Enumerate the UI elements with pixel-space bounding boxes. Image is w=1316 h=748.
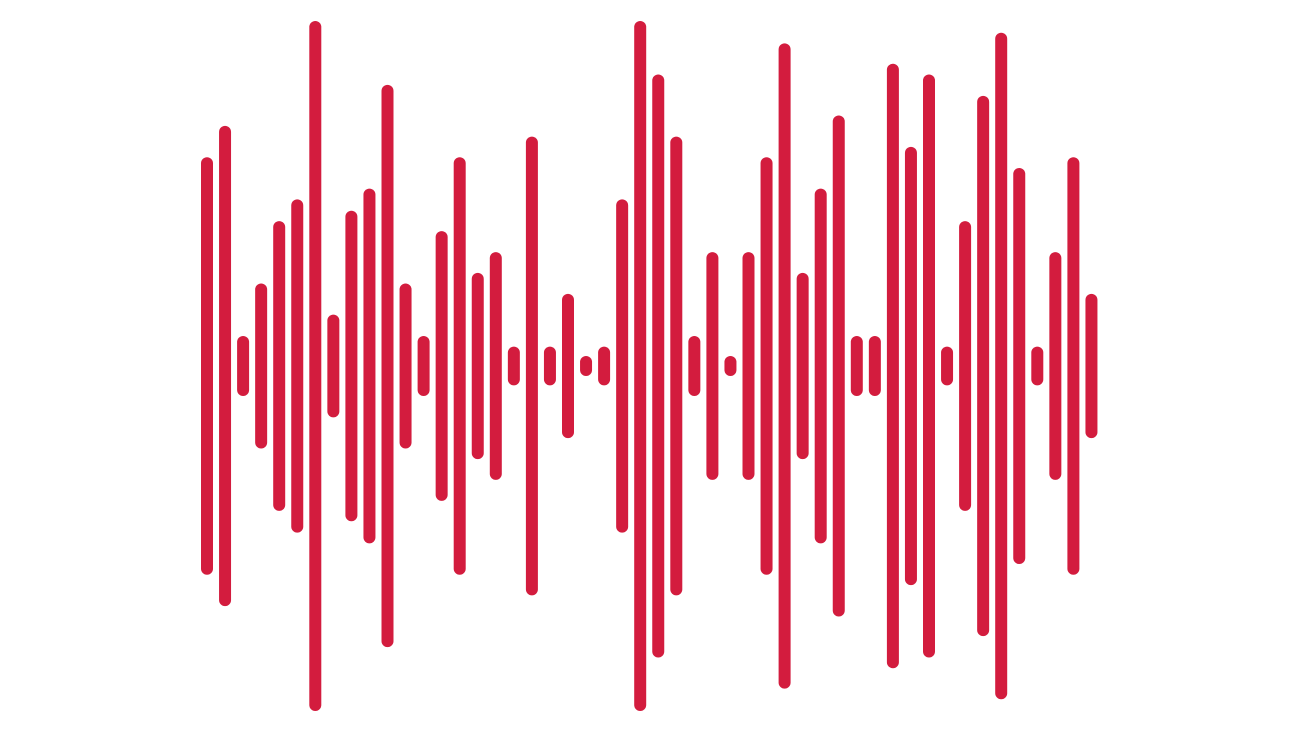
waveform-bar bbox=[435, 231, 448, 501]
waveform-bar bbox=[1067, 157, 1080, 575]
waveform-bar bbox=[796, 272, 809, 460]
waveform-bar bbox=[525, 136, 538, 596]
waveform-bar bbox=[904, 146, 917, 586]
waveform-bar bbox=[616, 199, 629, 533]
waveform-bar bbox=[381, 84, 394, 648]
waveform-bar bbox=[724, 356, 737, 376]
waveform-bar bbox=[977, 95, 990, 637]
waveform-bar bbox=[489, 252, 502, 480]
waveform-bar bbox=[309, 21, 322, 711]
waveform-bar bbox=[598, 346, 611, 386]
waveform-bar bbox=[201, 157, 213, 575]
waveform-bar bbox=[345, 210, 358, 522]
waveform-bar bbox=[832, 115, 845, 617]
waveform-bar bbox=[580, 356, 593, 376]
waveform-bar bbox=[995, 32, 1008, 700]
waveform-bar bbox=[959, 221, 972, 511]
waveform-bar bbox=[778, 43, 791, 689]
waveform-bar bbox=[363, 188, 376, 544]
waveform-bar bbox=[543, 346, 556, 386]
waveform-bar bbox=[850, 335, 863, 397]
waveform-bar bbox=[652, 74, 665, 658]
waveform-bar bbox=[1031, 346, 1044, 386]
waveform-bar bbox=[923, 74, 935, 658]
waveform-bar bbox=[886, 63, 899, 669]
waveform-bar bbox=[1013, 167, 1026, 565]
waveform-bar bbox=[688, 335, 701, 397]
waveform-bar bbox=[453, 157, 466, 575]
waveform-bar bbox=[219, 125, 232, 607]
waveform-bar bbox=[273, 221, 286, 511]
waveform-bar bbox=[327, 314, 340, 418]
waveform-bar bbox=[237, 335, 250, 397]
waveform-bar bbox=[471, 272, 484, 460]
waveform-bar bbox=[760, 157, 773, 575]
waveform-bar bbox=[399, 283, 412, 449]
waveform-bar bbox=[706, 252, 719, 480]
waveform-bar bbox=[291, 199, 304, 533]
waveform-bar bbox=[417, 335, 430, 397]
waveform-bar bbox=[562, 293, 574, 439]
waveform-bar bbox=[670, 136, 683, 596]
waveform-bar bbox=[1085, 293, 1098, 439]
waveform-bar bbox=[941, 346, 954, 386]
waveform-bar bbox=[742, 252, 755, 480]
waveform-bar bbox=[634, 21, 647, 711]
waveform-bar bbox=[507, 346, 520, 386]
waveform-bar bbox=[814, 188, 827, 544]
waveform-bar bbox=[255, 283, 268, 449]
waveform-bar bbox=[868, 335, 881, 397]
waveform-bar bbox=[1049, 252, 1062, 480]
